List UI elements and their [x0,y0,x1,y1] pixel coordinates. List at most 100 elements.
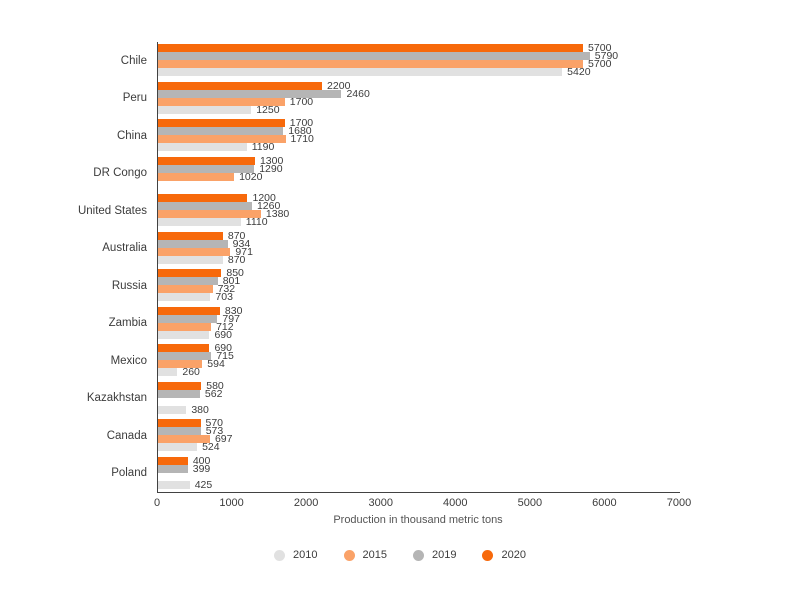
bar [158,285,213,293]
bar-row: 690 [158,342,680,354]
bar-row: 697 [158,433,680,445]
category-label: Kazakhstan [86,392,147,405]
bar [158,97,285,106]
bar [158,269,222,277]
bar [158,156,255,165]
bar-row [158,473,680,481]
value-label: 399 [192,462,211,475]
legend-item: 2015 [343,549,387,561]
bar-row: 1260 [158,200,680,212]
legend: 2010 2015 2019 2020 [0,549,800,561]
bar-row: 934 [158,238,680,249]
bar [158,135,286,143]
bar-row: 830 [158,304,680,317]
category-label: China [116,129,147,142]
bar [158,427,201,435]
bar [158,119,285,127]
value-label: 1710 [290,133,314,145]
category-label: Australia [102,242,147,255]
legend-item: 2019 [413,549,456,561]
value-label: 870 [227,253,246,266]
bar [158,68,563,76]
tick-label: 1000 [219,497,244,509]
bar-row: 399 [158,462,680,475]
category-label: Russia [111,279,147,292]
bar-row [158,398,680,406]
bar-group: 830 797 712 690 [158,305,680,343]
value-label: 5700 [588,58,612,70]
value-label: 1700 [289,95,314,108]
bar-row: 1380 [158,209,680,219]
bar [158,456,188,465]
value-label: 573 [205,425,224,437]
value-label: 697 [214,433,233,445]
value-label: 690 [214,342,232,354]
bar [158,239,228,248]
plot-area: 5700 5790 5700 5420 2200 2460 1700 1250 1700 1680… [157,42,680,493]
bar-row: 1700 [158,118,680,128]
value-label: 2200 [327,79,351,92]
bar-group: 400 399 425 [158,455,680,493]
bar-row: 1110 [158,216,680,228]
value-label: 380 [191,403,209,416]
bar-row: 1700 [158,95,680,108]
legend-label: 2010 [293,549,318,561]
bar-row: 425 [158,479,680,490]
value-label: 1260 [256,200,281,212]
value-label: 1110 [245,216,268,228]
legend-marker-icon [482,549,494,561]
bar-row: 524 [158,442,680,452]
value-label: 1250 [256,103,280,116]
legend-marker-icon [343,549,355,561]
bar [158,277,218,285]
value-label: 870 [227,229,246,242]
legend-item: 2020 [482,549,526,561]
bar-row: 2200 [158,79,680,92]
bar-row: 2460 [158,88,680,99]
bar [158,293,211,301]
bar-group: 570 573 697 524 [158,417,680,455]
bar [158,368,178,376]
legend-marker-icon [413,549,424,561]
bar-row: 5420 [158,67,680,77]
bar [158,89,342,98]
category-label: Canada [106,429,147,442]
bar [158,405,187,414]
bar-row: 562 [158,388,680,399]
bar-row: 1190 [158,141,680,153]
value-label: 830 [224,304,243,317]
bar-group: 690 715 594 260 [158,342,680,380]
bar-group: 870 934 971 870 [158,230,680,268]
value-label: 703 [215,291,233,303]
legend-label: 2015 [362,549,387,561]
bar [158,231,223,240]
bar [158,255,223,264]
value-label: 1190 [251,141,275,153]
tick-label: 0 [153,497,161,509]
bar [158,464,188,473]
bar-row: 712 [158,321,680,332]
bar-group: 1200 1260 1380 1110 [158,192,680,230]
value-label: 1200 [252,192,276,204]
bar-row [158,181,680,189]
value-label: 580 [206,379,224,392]
bar-group: 5700 5790 5700 5420 [158,42,680,80]
bar [158,480,190,489]
value-label: 850 [226,267,244,279]
bar [158,389,200,398]
value-label: 5790 [594,50,619,62]
value-label: 1020 [239,170,263,183]
bar [158,344,210,352]
bar-row: 5790 [158,50,680,62]
bar [158,314,218,323]
value-label: 1680 [288,125,312,137]
category-label: United States [77,204,147,217]
value-label: 715 [216,350,234,362]
category-label: Poland [111,467,147,480]
bar-row: 5700 [158,43,680,53]
bar [158,330,210,339]
bar [158,52,590,60]
bar-row: 732 [158,284,680,294]
tick-label: 2000 [293,497,319,509]
